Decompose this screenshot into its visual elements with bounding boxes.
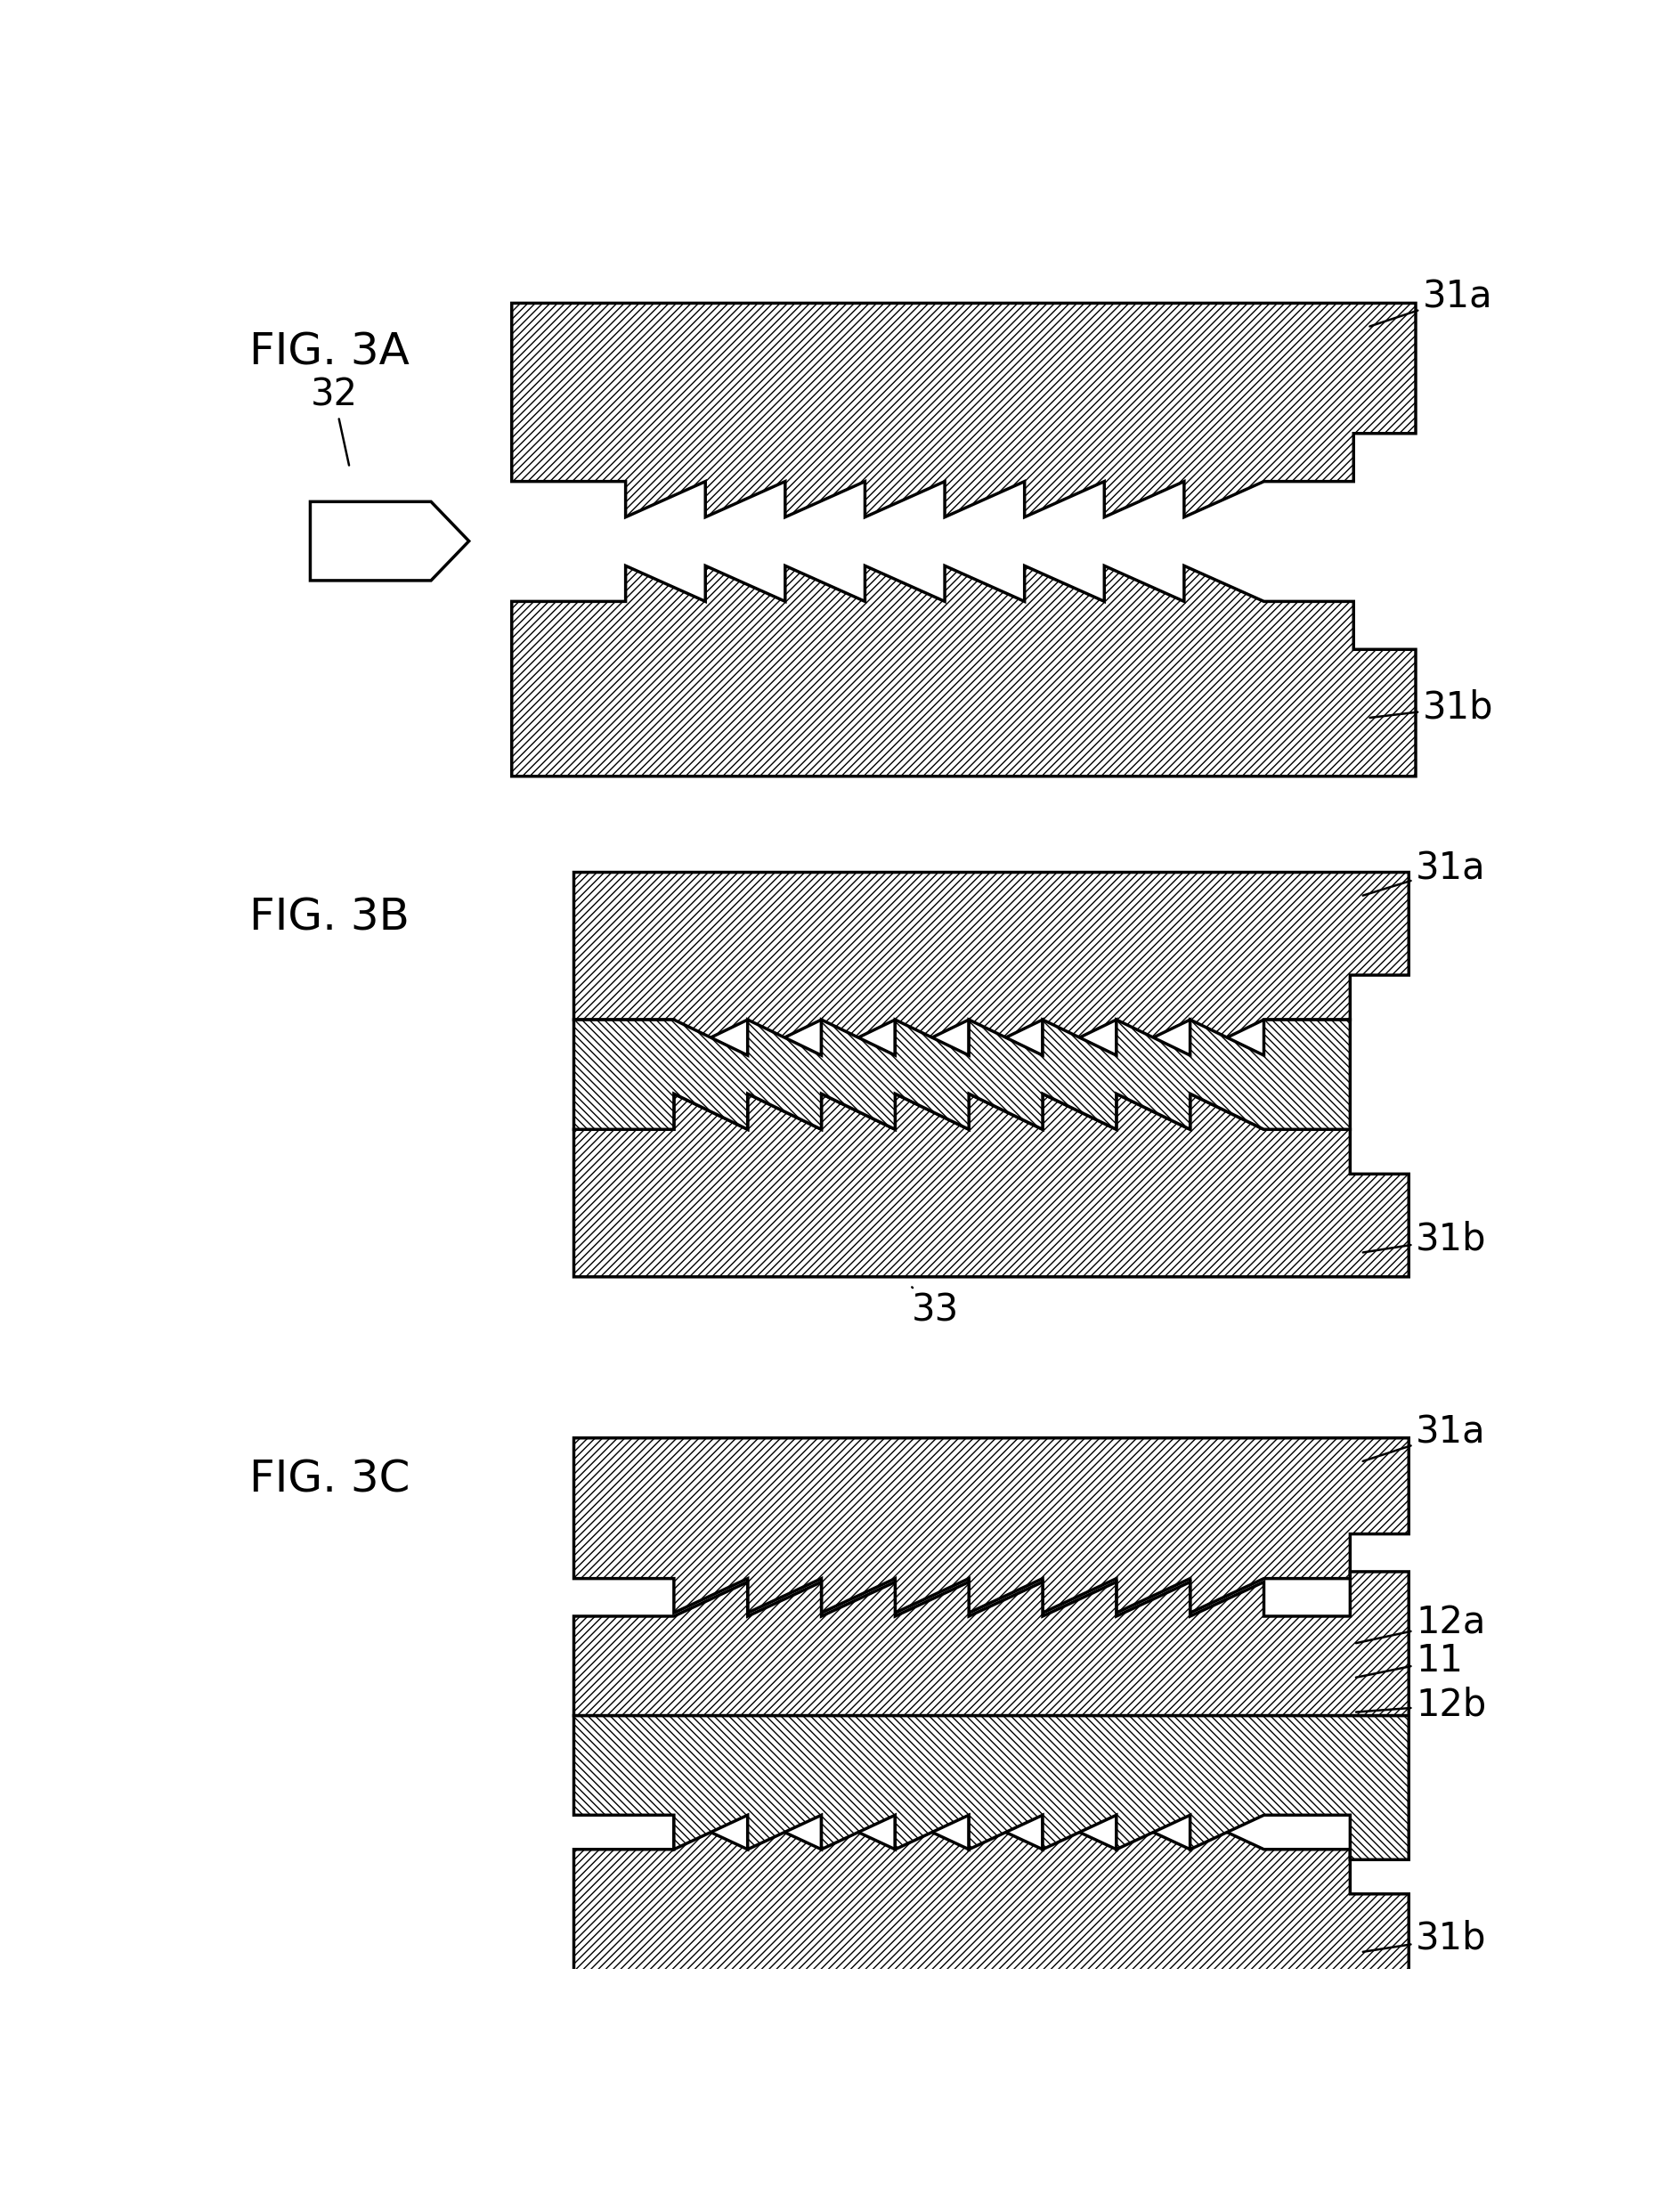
Text: 12b: 12b <box>1355 1686 1487 1723</box>
Text: 31b: 31b <box>1370 688 1494 726</box>
Text: 33: 33 <box>912 1287 959 1329</box>
Polygon shape <box>574 1438 1409 1613</box>
Text: FIG. 3A: FIG. 3A <box>250 330 410 374</box>
Text: 31a: 31a <box>1364 1413 1485 1462</box>
Text: 11: 11 <box>1355 1641 1464 1679</box>
Text: FIG. 3C: FIG. 3C <box>250 1458 410 1502</box>
Polygon shape <box>574 1717 1409 1860</box>
Polygon shape <box>574 872 1409 1055</box>
Text: 31b: 31b <box>1364 1920 1487 1958</box>
Text: 32: 32 <box>310 376 358 465</box>
Polygon shape <box>574 1573 1409 1717</box>
Text: 31a: 31a <box>1370 279 1492 327</box>
Polygon shape <box>511 303 1415 518</box>
Polygon shape <box>574 1816 1409 1980</box>
Text: 31b: 31b <box>1364 1221 1487 1256</box>
Text: 31a: 31a <box>1364 849 1485 896</box>
Text: 12a: 12a <box>1355 1604 1485 1644</box>
Polygon shape <box>574 1093 1409 1276</box>
Polygon shape <box>511 566 1415 776</box>
Text: FIG. 3B: FIG. 3B <box>250 896 410 940</box>
Polygon shape <box>310 502 470 580</box>
Polygon shape <box>574 1020 1350 1130</box>
